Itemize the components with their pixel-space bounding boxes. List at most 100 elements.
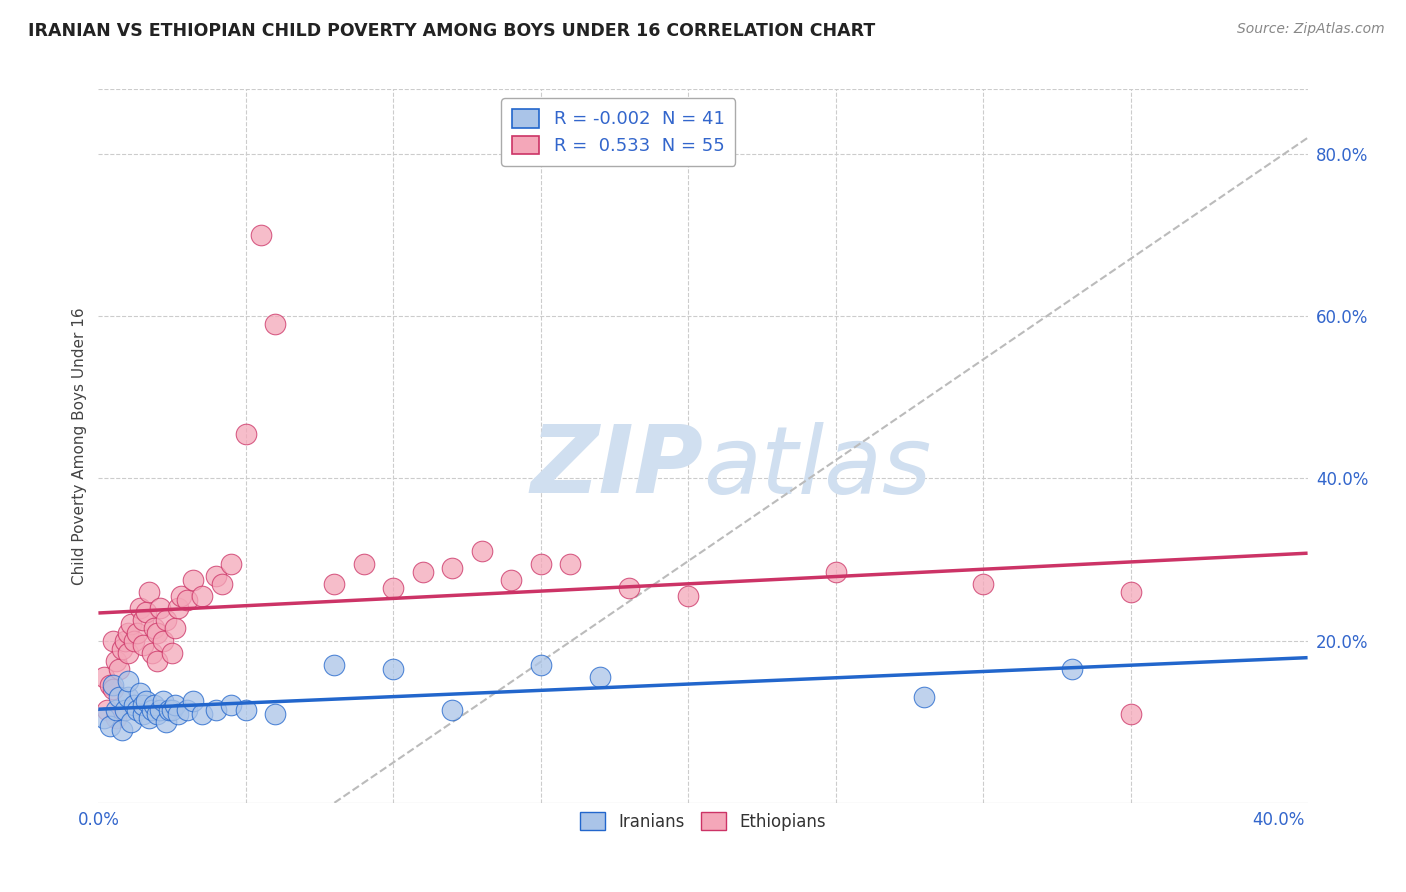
Point <box>108 662 131 676</box>
Point <box>120 714 142 729</box>
Point <box>135 605 157 619</box>
Point <box>114 633 136 648</box>
Point <box>219 557 242 571</box>
Point <box>93 711 115 725</box>
Point <box>205 568 228 582</box>
Point <box>146 625 169 640</box>
Point <box>143 622 166 636</box>
Point <box>155 714 177 729</box>
Point <box>138 585 160 599</box>
Y-axis label: Child Poverty Among Boys Under 16: Child Poverty Among Boys Under 16 <box>72 307 87 585</box>
Point <box>101 633 124 648</box>
Point <box>190 706 212 721</box>
Point <box>105 711 128 725</box>
Point <box>117 690 139 705</box>
Point <box>249 228 271 243</box>
Point <box>382 662 405 676</box>
Point <box>128 601 150 615</box>
Point <box>93 670 115 684</box>
Text: atlas: atlas <box>703 422 931 513</box>
Point <box>131 698 153 713</box>
Point <box>165 622 187 636</box>
Point <box>117 646 139 660</box>
Point <box>678 589 700 603</box>
Point <box>152 633 174 648</box>
Point <box>138 711 160 725</box>
Point <box>141 702 163 716</box>
Point <box>160 702 183 716</box>
Point <box>131 613 153 627</box>
Point <box>176 593 198 607</box>
Point <box>181 694 204 708</box>
Point <box>117 674 139 689</box>
Text: IRANIAN VS ETHIOPIAN CHILD POVERTY AMONG BOYS UNDER 16 CORRELATION CHART: IRANIAN VS ETHIOPIAN CHILD POVERTY AMONG… <box>28 22 876 40</box>
Point <box>108 690 131 705</box>
Point <box>912 690 935 705</box>
Point <box>131 638 153 652</box>
Point <box>149 702 172 716</box>
Point <box>155 613 177 627</box>
Point <box>471 544 494 558</box>
Point <box>176 702 198 716</box>
Point <box>122 633 145 648</box>
Point <box>111 723 134 737</box>
Text: ZIP: ZIP <box>530 421 703 514</box>
Point <box>972 577 994 591</box>
Point <box>165 698 187 713</box>
Point <box>122 698 145 713</box>
Point <box>141 646 163 660</box>
Point <box>170 589 193 603</box>
Point <box>235 702 257 716</box>
Point <box>530 657 553 672</box>
Point <box>1119 585 1142 599</box>
Point <box>167 601 190 615</box>
Point <box>146 706 169 721</box>
Point <box>181 573 204 587</box>
Point <box>323 657 346 672</box>
Point <box>560 557 582 571</box>
Point <box>152 694 174 708</box>
Point <box>1060 662 1083 676</box>
Point <box>98 678 121 692</box>
Point <box>824 565 846 579</box>
Point <box>105 702 128 716</box>
Point <box>211 577 233 591</box>
Point <box>111 641 134 656</box>
Point <box>143 698 166 713</box>
Point <box>219 698 242 713</box>
Point <box>1119 706 1142 721</box>
Point <box>135 694 157 708</box>
Point <box>117 625 139 640</box>
Point <box>501 573 523 587</box>
Point <box>160 646 183 660</box>
Point <box>149 601 172 615</box>
Point <box>530 557 553 571</box>
Point <box>131 706 153 721</box>
Point <box>167 706 190 721</box>
Point <box>101 682 124 697</box>
Point <box>128 686 150 700</box>
Point <box>235 426 257 441</box>
Point <box>205 702 228 716</box>
Point <box>264 706 287 721</box>
Point <box>412 565 434 579</box>
Point <box>125 625 148 640</box>
Point <box>96 702 118 716</box>
Point <box>382 581 405 595</box>
Point <box>114 702 136 716</box>
Point <box>323 577 346 591</box>
Point <box>101 678 124 692</box>
Point <box>619 581 641 595</box>
Legend: Iranians, Ethiopians: Iranians, Ethiopians <box>574 805 832 838</box>
Point <box>146 654 169 668</box>
Point <box>120 617 142 632</box>
Point <box>353 557 375 571</box>
Point <box>190 589 212 603</box>
Point <box>589 670 612 684</box>
Point <box>441 702 464 716</box>
Point <box>125 702 148 716</box>
Point <box>98 719 121 733</box>
Point <box>441 560 464 574</box>
Point <box>105 654 128 668</box>
Point <box>157 702 180 716</box>
